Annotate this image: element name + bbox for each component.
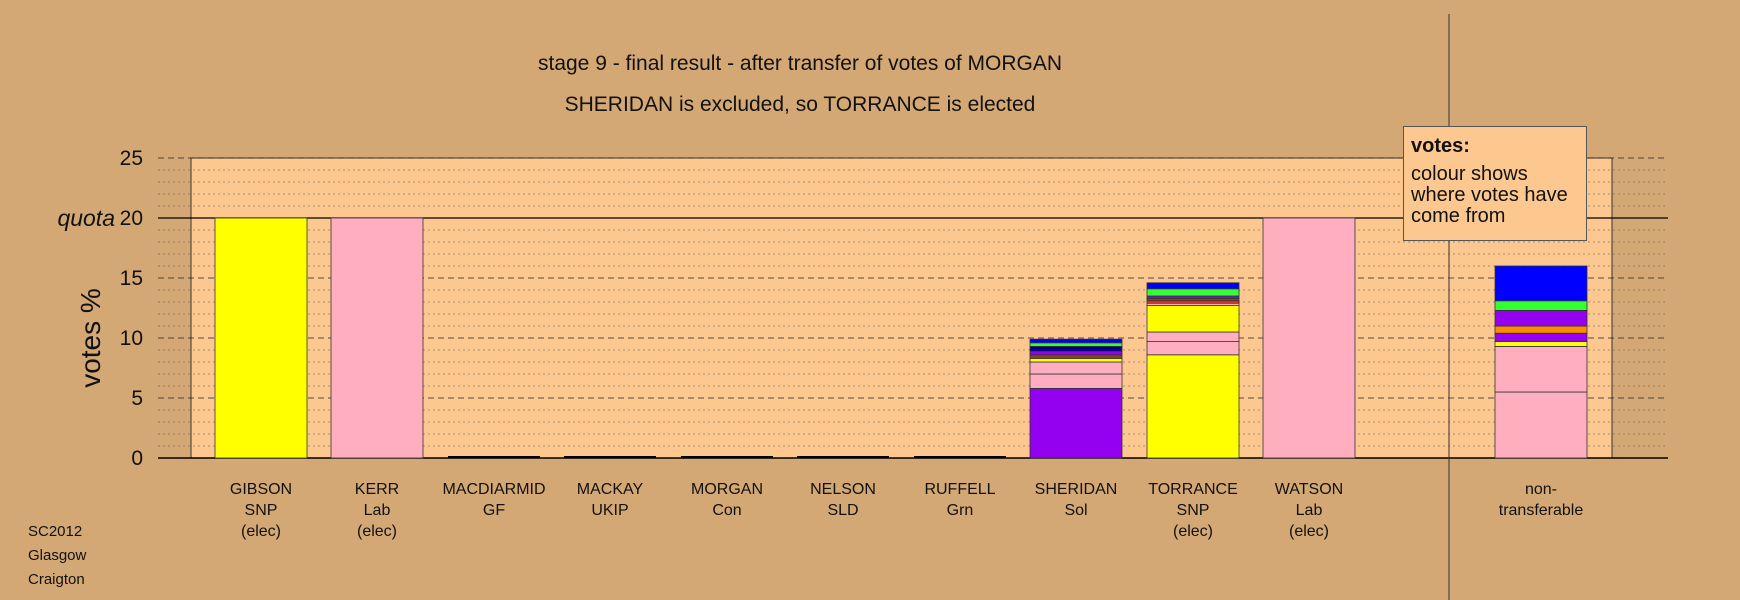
y-tick-label: 5 [131, 387, 143, 410]
category-label: GF [483, 502, 505, 519]
category-label: TORRANCE [1148, 481, 1238, 498]
bar-segment [1029, 350, 1123, 356]
y-tick-label: 20 [120, 207, 143, 230]
bar-segment [1494, 325, 1588, 334]
y-tick-label: 0 [131, 447, 143, 470]
bar-segment [1494, 345, 1588, 393]
category-label: Sol [1064, 502, 1087, 519]
bar-segment [1494, 265, 1588, 302]
y-axis-label: votes % [75, 288, 106, 388]
bar-segment [330, 217, 424, 459]
bar-segment [1494, 309, 1588, 327]
bar-segment [1146, 305, 1240, 333]
category-label: MORGAN [691, 481, 763, 498]
bar-segment [1146, 282, 1240, 290]
bar-segment [1494, 332, 1588, 343]
category-label: (elec) [357, 523, 397, 540]
bar-segment [1029, 345, 1123, 352]
bar-segment [1146, 288, 1240, 297]
category-label: RUFFELL [924, 481, 995, 498]
bar-segment [1029, 357, 1123, 363]
category-label: Grn [947, 502, 974, 519]
bar-segment [1494, 341, 1588, 347]
category-label: MACDIARMID [442, 481, 545, 498]
bar-segment [1494, 391, 1588, 459]
footer-line-1: SC2012 [28, 523, 83, 540]
bar-segment [1029, 354, 1123, 359]
category-label: MACKAY [577, 481, 644, 498]
category-label: KERR [355, 481, 399, 498]
legend-title: votes: [1411, 135, 1470, 157]
legend: votes: colour shows where votes have com… [1403, 126, 1587, 241]
bar-segment [1146, 354, 1240, 459]
bar-segment [1029, 387, 1123, 459]
bar-segment [214, 217, 308, 459]
category-label: SNP [245, 502, 278, 519]
plot-area [190, 157, 1613, 459]
category-label: Lab [1296, 502, 1323, 519]
category-label: SLD [827, 502, 858, 519]
category-label: (elec) [241, 523, 281, 540]
legend-body: colour shows where votes have come from [1411, 163, 1568, 227]
category-label: transferable [1499, 502, 1584, 519]
category-label: SHERIDAN [1035, 481, 1118, 498]
category-label: Lab [364, 502, 391, 519]
y-tick-label: 10 [120, 327, 143, 350]
bar-segment [1494, 300, 1588, 311]
chart-subtitle: SHERIDAN is excluded, so TORRANCE is ele… [564, 93, 1036, 116]
category-label: (elec) [1173, 523, 1213, 540]
y-tick-label: 25 [120, 147, 143, 170]
bar-segment [1146, 331, 1240, 343]
category-label: SNP [1177, 502, 1210, 519]
bar-segment [1029, 338, 1123, 344]
bar-segment [1262, 217, 1356, 459]
bar-segment [1029, 361, 1123, 375]
category-label: WATSON [1275, 481, 1343, 498]
bar-segment [1146, 341, 1240, 356]
category-label: (elec) [1289, 523, 1329, 540]
category-label: NELSON [810, 481, 876, 498]
bar-segment [1029, 342, 1123, 347]
quota-label: quota [57, 205, 115, 231]
category-label: UKIP [591, 502, 628, 519]
category-label: Con [712, 502, 741, 519]
category-label: GIBSON [230, 481, 292, 498]
footer-line-2: Glasgow [28, 547, 87, 564]
category-label: non- [1525, 481, 1557, 498]
bar-segment [1029, 373, 1123, 389]
y-tick-label: 15 [120, 267, 143, 290]
chart-title: stage 9 - final result - after transfer … [537, 52, 1063, 75]
footer-line-3: Craigton [28, 571, 85, 588]
